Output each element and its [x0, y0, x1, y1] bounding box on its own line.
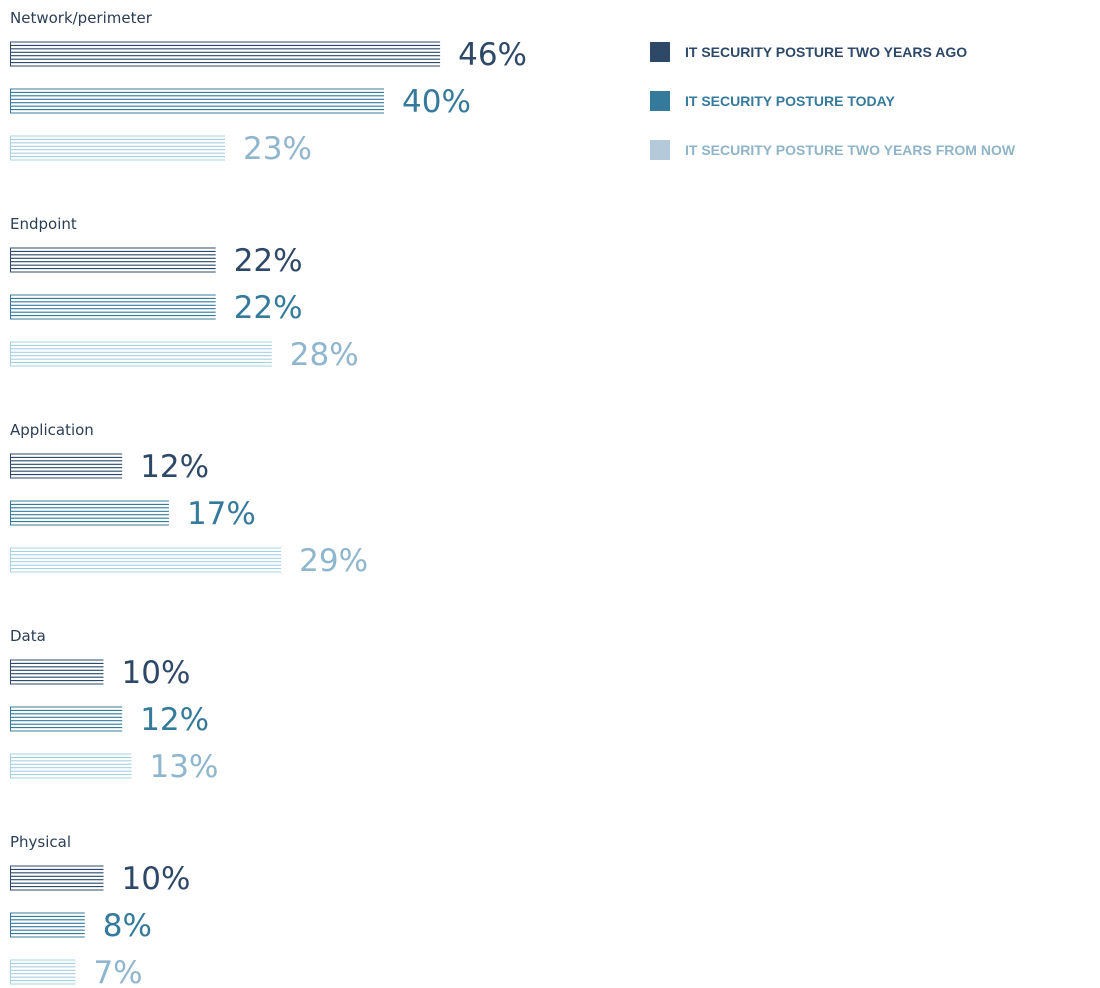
legend-swatch — [650, 91, 670, 111]
bar — [10, 547, 282, 573]
category-label: Network/perimeter — [10, 9, 153, 27]
bar — [10, 135, 226, 161]
category-label: Data — [10, 627, 46, 645]
data-label: 22% — [234, 243, 303, 279]
bar — [10, 865, 104, 891]
data-label: 23% — [243, 131, 312, 167]
legend-item: IT SECURITY POSTURE TODAY — [650, 91, 895, 111]
category-group-application: Application 12% 17% 29% — [10, 421, 368, 579]
bar — [10, 753, 132, 779]
data-label: 29% — [299, 543, 368, 579]
data-label: 46% — [458, 37, 527, 73]
bar — [10, 912, 85, 938]
data-label: 8% — [103, 908, 152, 944]
data-label: 10% — [122, 655, 191, 691]
plot-area: Network/perimeter 46% 40% 23% Endpoint 22% 22%… — [10, 9, 527, 988]
legend-label: IT SECURITY POSTURE TWO YEARS AGO — [685, 44, 967, 60]
bar — [10, 500, 169, 526]
legend-item: IT SECURITY POSTURE TWO YEARS AGO — [650, 42, 967, 62]
category-label: Endpoint — [10, 215, 77, 233]
category-label: Physical — [10, 833, 71, 851]
category-label: Application — [10, 421, 94, 439]
bar — [10, 341, 272, 367]
bar — [10, 706, 123, 732]
legend: IT SECURITY POSTURE TWO YEARS AGO IT SECU… — [650, 42, 1016, 160]
legend-item: IT SECURITY POSTURE TWO YEARS FROM NOW — [650, 140, 1016, 160]
bar — [10, 659, 104, 685]
category-group-data: Data 10% 12% 13% — [10, 627, 218, 785]
data-label: 28% — [290, 337, 359, 373]
category-group-endpoint: Endpoint 22% 22% 28% — [10, 215, 359, 373]
bar — [10, 247, 216, 273]
data-label: 12% — [140, 702, 209, 738]
bar — [10, 959, 76, 985]
data-label: 10% — [122, 861, 191, 897]
category-group-network-perimeter: Network/perimeter 46% 40% 23% — [10, 9, 527, 167]
bar — [10, 88, 384, 114]
data-label: 12% — [140, 449, 209, 485]
data-label: 40% — [402, 84, 471, 120]
bar — [10, 41, 441, 67]
data-label: 13% — [150, 749, 219, 785]
data-label: 17% — [187, 496, 256, 532]
category-group-physical: Physical 10% 8% 7% — [10, 833, 190, 988]
bar — [10, 453, 123, 479]
legend-swatch — [650, 42, 670, 62]
data-label: 22% — [234, 290, 303, 326]
legend-label: IT SECURITY POSTURE TODAY — [685, 93, 895, 109]
legend-label: IT SECURITY POSTURE TWO YEARS FROM NOW — [685, 142, 1016, 158]
bar — [10, 294, 216, 320]
data-label: 7% — [93, 955, 142, 988]
legend-swatch — [650, 140, 670, 160]
